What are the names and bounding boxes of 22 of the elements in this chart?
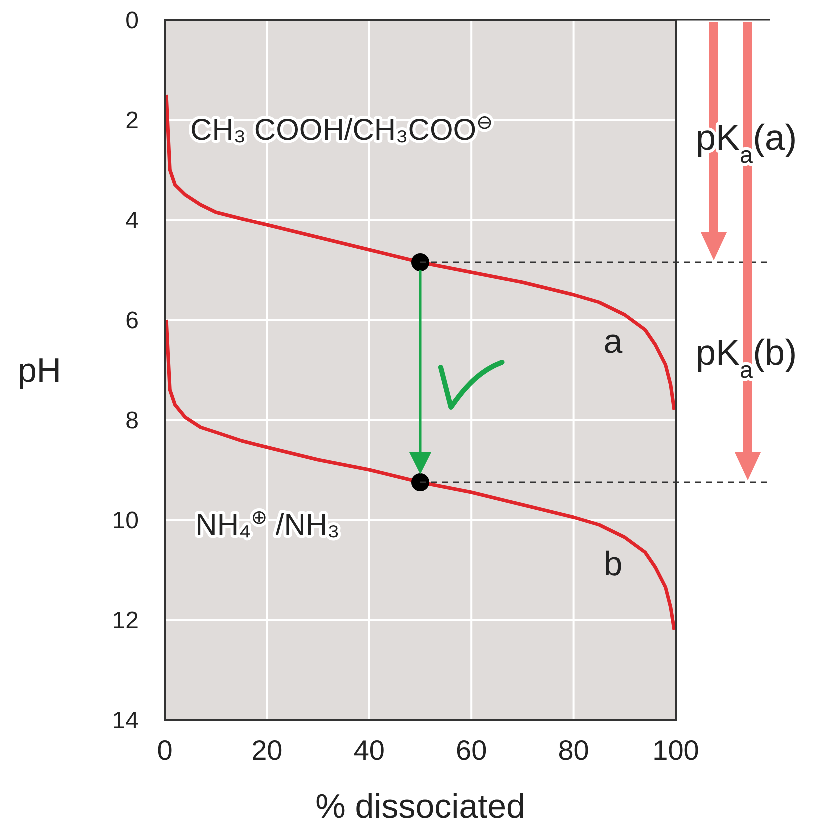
x-tick-label: 40 bbox=[354, 734, 385, 766]
y-tick-label: 6 bbox=[126, 308, 139, 335]
y-tick-label: 8 bbox=[126, 408, 139, 435]
y-tick-label: 14 bbox=[112, 708, 139, 735]
y-tick-label: 10 bbox=[112, 508, 139, 535]
annotation: CH₃ COOH/CH₃COO$^{⊖}$ bbox=[190, 112, 494, 147]
y-tick-label: 4 bbox=[126, 208, 139, 235]
x-tick-label: 20 bbox=[252, 734, 283, 766]
y-tick-label: 0 bbox=[126, 8, 139, 35]
x-tick-label: 100 bbox=[652, 734, 700, 766]
line-series bbox=[165, 318, 676, 632]
series-label: b bbox=[604, 546, 623, 584]
series-label: a bbox=[604, 323, 623, 361]
annotation: NH₄$^{⊕}$ /NH₃ bbox=[196, 507, 340, 542]
x-tick-label: 0 bbox=[157, 734, 173, 766]
y-tick-label: 2 bbox=[126, 108, 139, 135]
y-axis-title: pH bbox=[18, 352, 62, 390]
line-series bbox=[165, 93, 676, 412]
x-axis-title: % dissociated bbox=[316, 788, 526, 826]
x-tick-label: 80 bbox=[558, 734, 590, 766]
x-tick-label: 60 bbox=[456, 734, 488, 766]
y-tick-label: 12 bbox=[112, 608, 139, 635]
